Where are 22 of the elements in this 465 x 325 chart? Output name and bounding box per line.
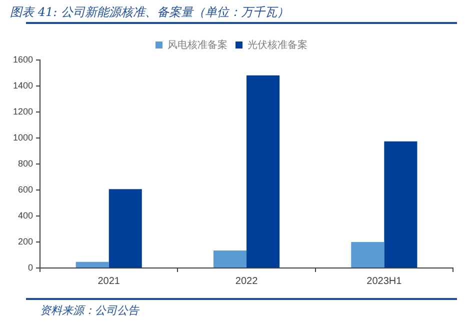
x-tick-label: 2023H1 (366, 276, 402, 287)
legend-label: 光伏核准备案 (248, 38, 308, 51)
y-tick-label: 600 (18, 184, 34, 194)
bar (213, 250, 247, 268)
bar (108, 189, 142, 268)
y-tick-label: 1200 (12, 106, 34, 116)
bar (351, 242, 384, 268)
y-tick-label: 800 (18, 158, 34, 168)
bar (384, 141, 418, 268)
bar (246, 75, 280, 268)
y-tick-label: 1400 (12, 80, 34, 90)
x-tick-label: 2022 (235, 276, 258, 287)
bar (76, 262, 109, 268)
y-tick-label: 400 (18, 210, 34, 220)
text: 资料来源：公司公告 (39, 303, 140, 318)
chart-title: 图表 41: 公司新能源核准、备案量（单位：万千瓦） (9, 4, 290, 21)
y-tick-label: 0 (28, 262, 34, 272)
legend-label: 风电核准备案 (168, 38, 228, 51)
y-tick-label: 1600 (12, 54, 34, 64)
y-tick-label: 1000 (12, 132, 34, 142)
y-tick-label: 200 (18, 236, 34, 246)
x-tick-label: 2021 (98, 276, 120, 287)
